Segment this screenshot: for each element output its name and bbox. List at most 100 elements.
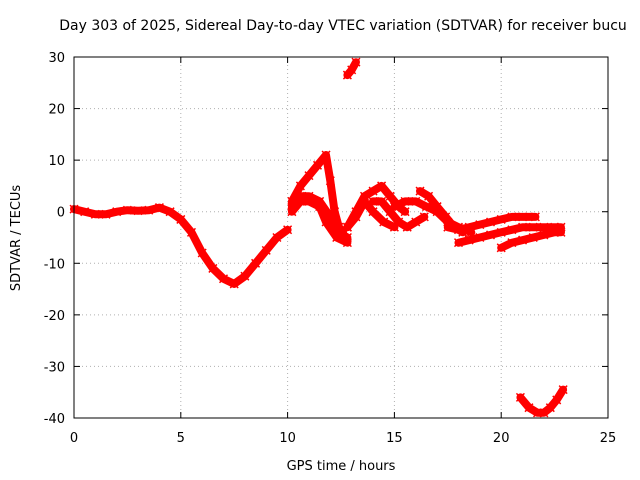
data-point [304, 171, 314, 181]
data-point [507, 238, 517, 248]
data-point [400, 196, 410, 206]
x-tick-label: 5 [177, 431, 185, 446]
data-point [475, 232, 485, 243]
series-5 [342, 196, 399, 232]
y-tick-label: -30 [44, 360, 65, 375]
data-point [377, 181, 387, 191]
plot-frame [73, 56, 609, 419]
data-point [342, 238, 352, 248]
data-point [394, 217, 404, 227]
data-point [530, 212, 540, 222]
data-point [524, 403, 534, 413]
data-point [485, 230, 496, 240]
data-point [332, 232, 342, 243]
data-point [351, 57, 361, 67]
series-11 [496, 227, 566, 253]
data-point [304, 196, 314, 206]
data-point [507, 225, 517, 235]
series-9 [443, 212, 540, 235]
data-point [507, 212, 517, 222]
data-point [441, 212, 451, 222]
data-point [315, 202, 325, 212]
series-10 [453, 222, 566, 248]
data-point [359, 196, 370, 206]
series-12 [342, 57, 361, 80]
data-point [272, 232, 282, 243]
data-point [321, 150, 331, 160]
chart-title: Day 303 of 2025, Sidereal Day-to-day VTE… [59, 18, 627, 34]
y-tick-label: -40 [44, 412, 65, 427]
data-point [208, 263, 218, 273]
series-3 [287, 196, 352, 248]
data-point [485, 217, 496, 227]
series-0 [69, 203, 293, 289]
data-point [464, 235, 474, 245]
y-tick-label: 0 [57, 206, 65, 221]
data-point [112, 207, 122, 217]
data-point [368, 196, 378, 206]
data-point [424, 191, 434, 201]
x-tick-label: 25 [600, 431, 617, 446]
data-point [552, 395, 562, 405]
data-point [411, 217, 421, 227]
data-point [229, 279, 239, 289]
data-point [90, 209, 100, 219]
data-point [197, 248, 207, 258]
data-point [545, 403, 555, 413]
data-point [402, 222, 412, 232]
data-point [347, 65, 357, 75]
data-point [443, 222, 453, 232]
data-point [144, 205, 154, 215]
data-point [539, 230, 549, 240]
data-point [528, 232, 538, 243]
data-point [518, 212, 528, 222]
data-point [532, 408, 543, 418]
data-point [368, 207, 378, 217]
data-point [453, 238, 464, 248]
data-point [342, 222, 352, 232]
data-point [518, 235, 528, 245]
data-point [379, 217, 389, 227]
data-point [411, 196, 421, 206]
data-point [133, 206, 143, 216]
y-axis-label: SDTVAR / TECUs [9, 185, 24, 292]
data-point [295, 181, 305, 191]
data-point [165, 207, 175, 217]
data-point [385, 191, 395, 201]
data-point [176, 214, 186, 224]
x-tick-label: 15 [386, 431, 403, 446]
data-point [218, 274, 229, 284]
data-point [186, 227, 197, 237]
data-point [154, 203, 164, 213]
data-point [518, 222, 528, 232]
data-point [368, 186, 378, 196]
y-tick-label: -10 [44, 257, 65, 272]
data-point [321, 217, 331, 227]
data-point [496, 227, 506, 237]
data-point [251, 258, 261, 268]
data-point [287, 207, 297, 217]
data-point [496, 243, 506, 253]
data-point [377, 196, 387, 206]
data-point [240, 271, 250, 281]
data-point [283, 225, 293, 235]
data-point [550, 227, 560, 237]
x-tick-label: 0 [70, 431, 78, 446]
data-series [69, 57, 568, 418]
data-point [261, 245, 271, 255]
data-point [453, 225, 464, 235]
data-point [419, 212, 429, 222]
data-point [351, 212, 361, 222]
data-point [432, 202, 442, 212]
data-point [556, 227, 566, 237]
x-tick-label: 20 [493, 431, 510, 446]
x-tick-label: 10 [279, 431, 296, 446]
data-point [400, 207, 410, 217]
data-point [528, 222, 538, 232]
data-point [325, 176, 335, 186]
series-13 [515, 385, 568, 418]
data-point [515, 392, 525, 402]
data-point [389, 202, 399, 212]
data-point [295, 196, 305, 206]
